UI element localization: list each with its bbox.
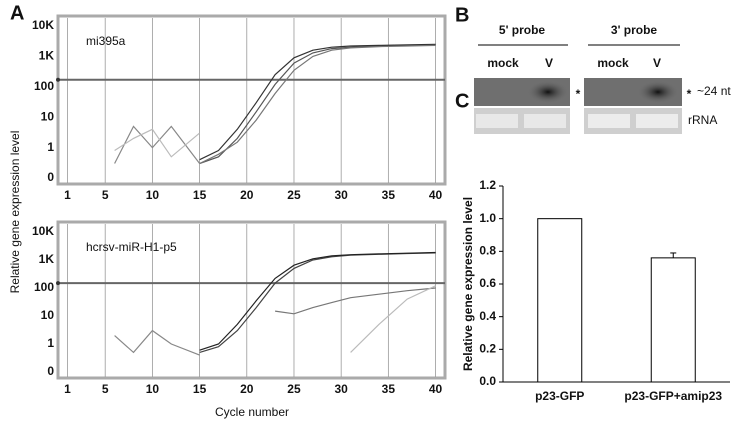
bar (650, 257, 696, 383)
x-tick-label: 1 (64, 188, 71, 202)
lane-label: mock (597, 56, 629, 70)
y-tick-label: 1 (47, 140, 54, 154)
x-axis-label: Cycle number (215, 405, 289, 419)
lane-label: mock (487, 56, 519, 70)
x-tick-label: 15 (193, 188, 207, 202)
x-tick-label: p23-GFP (535, 389, 584, 403)
y-tick-label: 0.4 (479, 309, 496, 323)
y-axis-label: Relative gene expression level (461, 197, 475, 371)
chart-title: hcrsv-miR-H1-p5 (86, 240, 177, 254)
chart-title: mi395a (86, 34, 126, 48)
lane-label: V (545, 56, 553, 70)
blot-band (636, 114, 678, 128)
curve (199, 43, 436, 161)
y-tick-label: 0.8 (479, 244, 496, 258)
x-tick-label: 25 (287, 382, 301, 396)
x-tick-label: p23-GFP+amip23 (624, 389, 722, 403)
loading-label: rRNA (688, 113, 717, 127)
y-tick-label: 1K (39, 252, 55, 266)
x-tick-label: 25 (287, 188, 301, 202)
blot-band (528, 81, 568, 103)
blot-band (638, 81, 678, 103)
y-axis-label: Relative gene expression level (8, 131, 22, 294)
x-tick-label: 40 (429, 382, 443, 396)
size-label: ~24 nt (697, 84, 731, 98)
x-tick-label: 30 (334, 188, 348, 202)
x-tick-label: 15 (193, 382, 207, 396)
curve (114, 329, 200, 356)
y-tick-label: 1K (39, 49, 55, 63)
x-tick-label: 5 (102, 382, 109, 396)
x-tick-label: 10 (146, 188, 160, 202)
x-tick-label: 20 (240, 382, 254, 396)
y-tick-label: 0.6 (479, 276, 496, 290)
blot-band (524, 114, 566, 128)
lane-label: V (653, 56, 661, 70)
bar (537, 218, 583, 383)
y-tick-label: 1.2 (479, 178, 496, 192)
y-tick-label: 1 (47, 336, 54, 350)
y-tick-label: 0 (47, 364, 54, 378)
x-tick-label: 20 (240, 188, 254, 202)
blot-band (476, 114, 518, 128)
probe-label: 3' probe (611, 23, 658, 37)
y-tick-label: 1.0 (479, 211, 496, 225)
plot-frame (56, 220, 447, 380)
y-tick-label: 10K (32, 224, 54, 238)
x-tick-label: 10 (146, 382, 160, 396)
band-mark: * (576, 87, 581, 101)
x-tick-label: 1 (64, 382, 71, 396)
panel-label: B (455, 4, 469, 26)
x-tick-label: 40 (429, 188, 443, 202)
x-tick-label: 30 (334, 382, 348, 396)
threshold-marker (56, 77, 60, 82)
x-tick-label: 35 (382, 382, 396, 396)
band-mark: * (687, 87, 692, 101)
y-tick-label: 10 (41, 308, 55, 322)
y-tick-label: 0 (47, 170, 54, 184)
probe-label: 5' probe (499, 23, 546, 37)
plot-frame (56, 14, 447, 186)
curve (350, 285, 436, 353)
x-tick-label: 5 (102, 188, 109, 202)
y-tick-label: 0.0 (479, 374, 496, 388)
curve (199, 44, 436, 165)
panel-label: A (10, 2, 24, 24)
curve (275, 287, 436, 315)
y-tick-label: 100 (34, 79, 54, 93)
curve (199, 251, 436, 351)
y-tick-label: 10K (32, 18, 54, 32)
y-tick-label: 10 (41, 109, 55, 123)
threshold-marker (56, 281, 60, 286)
blot-band (588, 114, 630, 128)
panel-label: C (455, 90, 469, 112)
curve (114, 125, 201, 164)
y-tick-label: 0.2 (479, 342, 496, 356)
y-tick-label: 100 (34, 280, 54, 294)
x-tick-label: 35 (382, 188, 396, 202)
curve (114, 128, 200, 158)
